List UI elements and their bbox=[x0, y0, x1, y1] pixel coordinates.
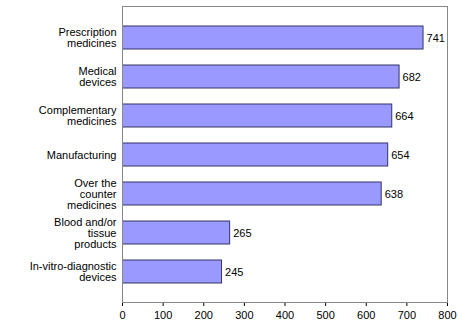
svg-text:600: 600 bbox=[357, 309, 375, 321]
svg-text:400: 400 bbox=[276, 309, 294, 321]
svg-text:200: 200 bbox=[195, 309, 213, 321]
svg-text:500: 500 bbox=[316, 309, 334, 321]
svg-text:In-vitro-diagnosticdevices: In-vitro-diagnosticdevices bbox=[30, 260, 117, 283]
svg-text:Over thecountermedicines: Over thecountermedicines bbox=[67, 177, 117, 211]
svg-text:800: 800 bbox=[438, 309, 456, 321]
svg-text:Prescriptionmedicines: Prescriptionmedicines bbox=[58, 26, 117, 49]
svg-text:245: 245 bbox=[225, 266, 243, 278]
svg-text:Medicaldevices: Medicaldevices bbox=[79, 65, 117, 88]
svg-text:Manufacturing: Manufacturing bbox=[47, 149, 117, 161]
svg-text:300: 300 bbox=[235, 309, 253, 321]
svg-text:638: 638 bbox=[385, 188, 403, 200]
svg-text:Complementarymedicines: Complementarymedicines bbox=[39, 104, 117, 127]
svg-text:682: 682 bbox=[403, 71, 421, 83]
svg-text:265: 265 bbox=[233, 227, 251, 239]
svg-text:741: 741 bbox=[427, 32, 445, 44]
svg-text:700: 700 bbox=[398, 309, 416, 321]
svg-text:664: 664 bbox=[395, 110, 413, 122]
svg-text:100: 100 bbox=[154, 309, 172, 321]
svg-text:Blood and/ortissueproducts: Blood and/ortissueproducts bbox=[54, 216, 117, 250]
svg-text:654: 654 bbox=[391, 149, 409, 161]
svg-text:0: 0 bbox=[119, 309, 125, 321]
